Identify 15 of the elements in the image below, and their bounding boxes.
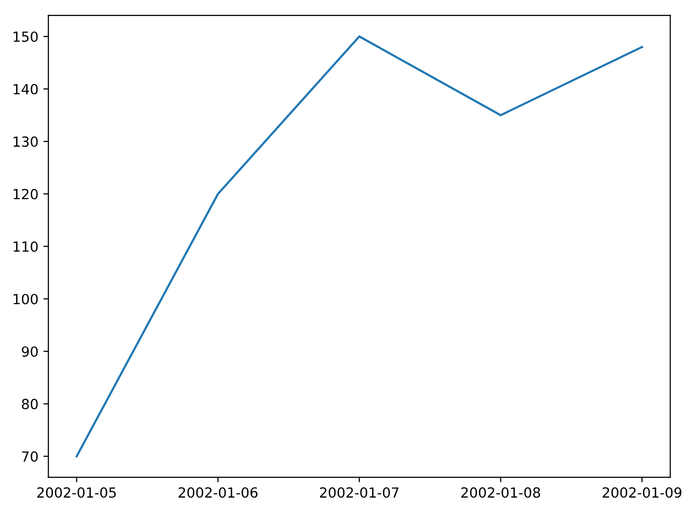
y-tick-label: 140	[14, 84, 38, 94]
x-tick-label: 2002-01-05	[37, 487, 116, 498]
y-tick-label: 110	[14, 241, 38, 252]
line-series	[76, 35, 644, 458]
y-tick-label: 120	[14, 188, 38, 200]
y-tick-label: 90	[22, 346, 38, 357]
y-tick-label: 130	[14, 136, 38, 147]
x-tick-label: 2002-01-06	[178, 487, 258, 498]
y-tick-label: 150	[14, 31, 38, 42]
y-tick-label: 100	[14, 294, 38, 304]
y-tick-label: 70	[22, 451, 38, 462]
y-tick-label: 80	[22, 398, 38, 410]
x-tick-label: 2002-01-07	[320, 487, 398, 498]
x-tick-label: 2002-01-09	[602, 487, 682, 498]
x-tick-label: 2002-01-08	[461, 487, 540, 498]
